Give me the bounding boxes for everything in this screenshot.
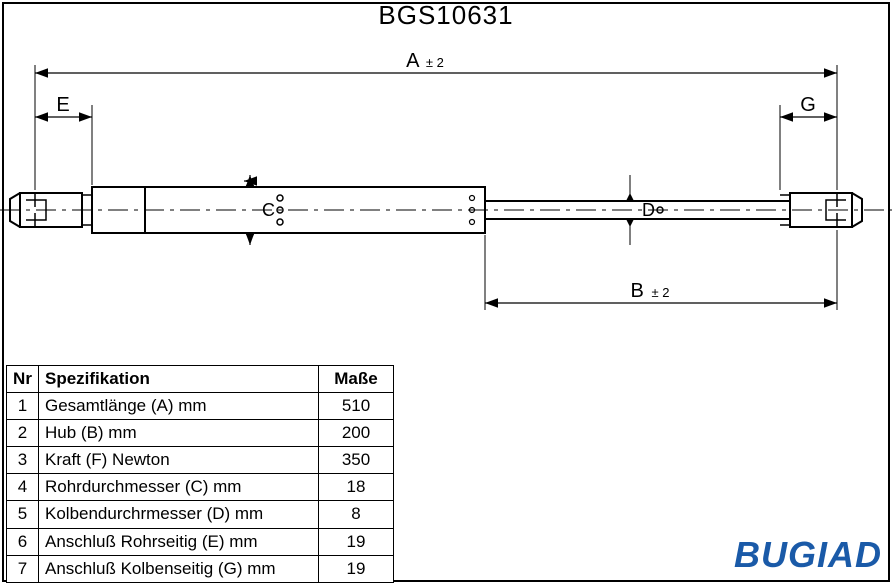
cell-nr: 2 xyxy=(7,420,39,447)
cell-value: 8 xyxy=(319,501,394,528)
cell-nr: 5 xyxy=(7,501,39,528)
table-row: 3Kraft (F) Newton350 xyxy=(7,447,394,474)
cell-value: 19 xyxy=(319,528,394,555)
table-row: 2Hub (B) mm200 xyxy=(7,420,394,447)
cell-nr: 3 xyxy=(7,447,39,474)
header-spec: Spezifikation xyxy=(39,366,319,393)
cell-value: 200 xyxy=(319,420,394,447)
svg-text:G: G xyxy=(800,94,816,116)
cell-value: 18 xyxy=(319,474,394,501)
table-row: 5Kolbendurchrmesser (D) mm8 xyxy=(7,501,394,528)
table-row: 6Anschluß Rohrseitig (E) mm19 xyxy=(7,528,394,555)
table-row: 4Rohrdurchmesser (C) mm18 xyxy=(7,474,394,501)
cell-spec: Anschluß Rohrseitig (E) mm xyxy=(39,528,319,555)
table-row: 1Gesamtlänge (A) mm510 xyxy=(7,393,394,420)
svg-text:B ± 2: B ± 2 xyxy=(631,280,670,302)
part-number: BGS10631 xyxy=(0,0,892,31)
table-row: 7Anschluß Kolbenseitig (G) mm19 xyxy=(7,555,394,582)
cell-spec: Hub (B) mm xyxy=(39,420,319,447)
header-val: Maße xyxy=(319,366,394,393)
header-nr: Nr xyxy=(7,366,39,393)
cell-nr: 7 xyxy=(7,555,39,582)
cell-spec: Rohrdurchmesser (C) mm xyxy=(39,474,319,501)
cell-nr: 1 xyxy=(7,393,39,420)
cell-value: 19 xyxy=(319,555,394,582)
cell-nr: 6 xyxy=(7,528,39,555)
technical-drawing: A ± 2 E G B ± 2 C D xyxy=(0,35,892,345)
brand-logo: BUGIAD xyxy=(734,534,882,576)
svg-text:D: D xyxy=(642,200,655,220)
svg-text:E: E xyxy=(56,94,69,116)
cell-value: 350 xyxy=(319,447,394,474)
table-header-row: Nr Spezifikation Maße xyxy=(7,366,394,393)
specification-table: Nr Spezifikation Maße 1Gesamtlänge (A) m… xyxy=(6,365,394,583)
svg-text:A ± 2: A ± 2 xyxy=(406,50,444,72)
cell-spec: Gesamtlänge (A) mm xyxy=(39,393,319,420)
svg-text:C: C xyxy=(262,200,275,220)
cell-spec: Kraft (F) Newton xyxy=(39,447,319,474)
cell-value: 510 xyxy=(319,393,394,420)
cell-spec: Anschluß Kolbenseitig (G) mm xyxy=(39,555,319,582)
cell-nr: 4 xyxy=(7,474,39,501)
cell-spec: Kolbendurchrmesser (D) mm xyxy=(39,501,319,528)
